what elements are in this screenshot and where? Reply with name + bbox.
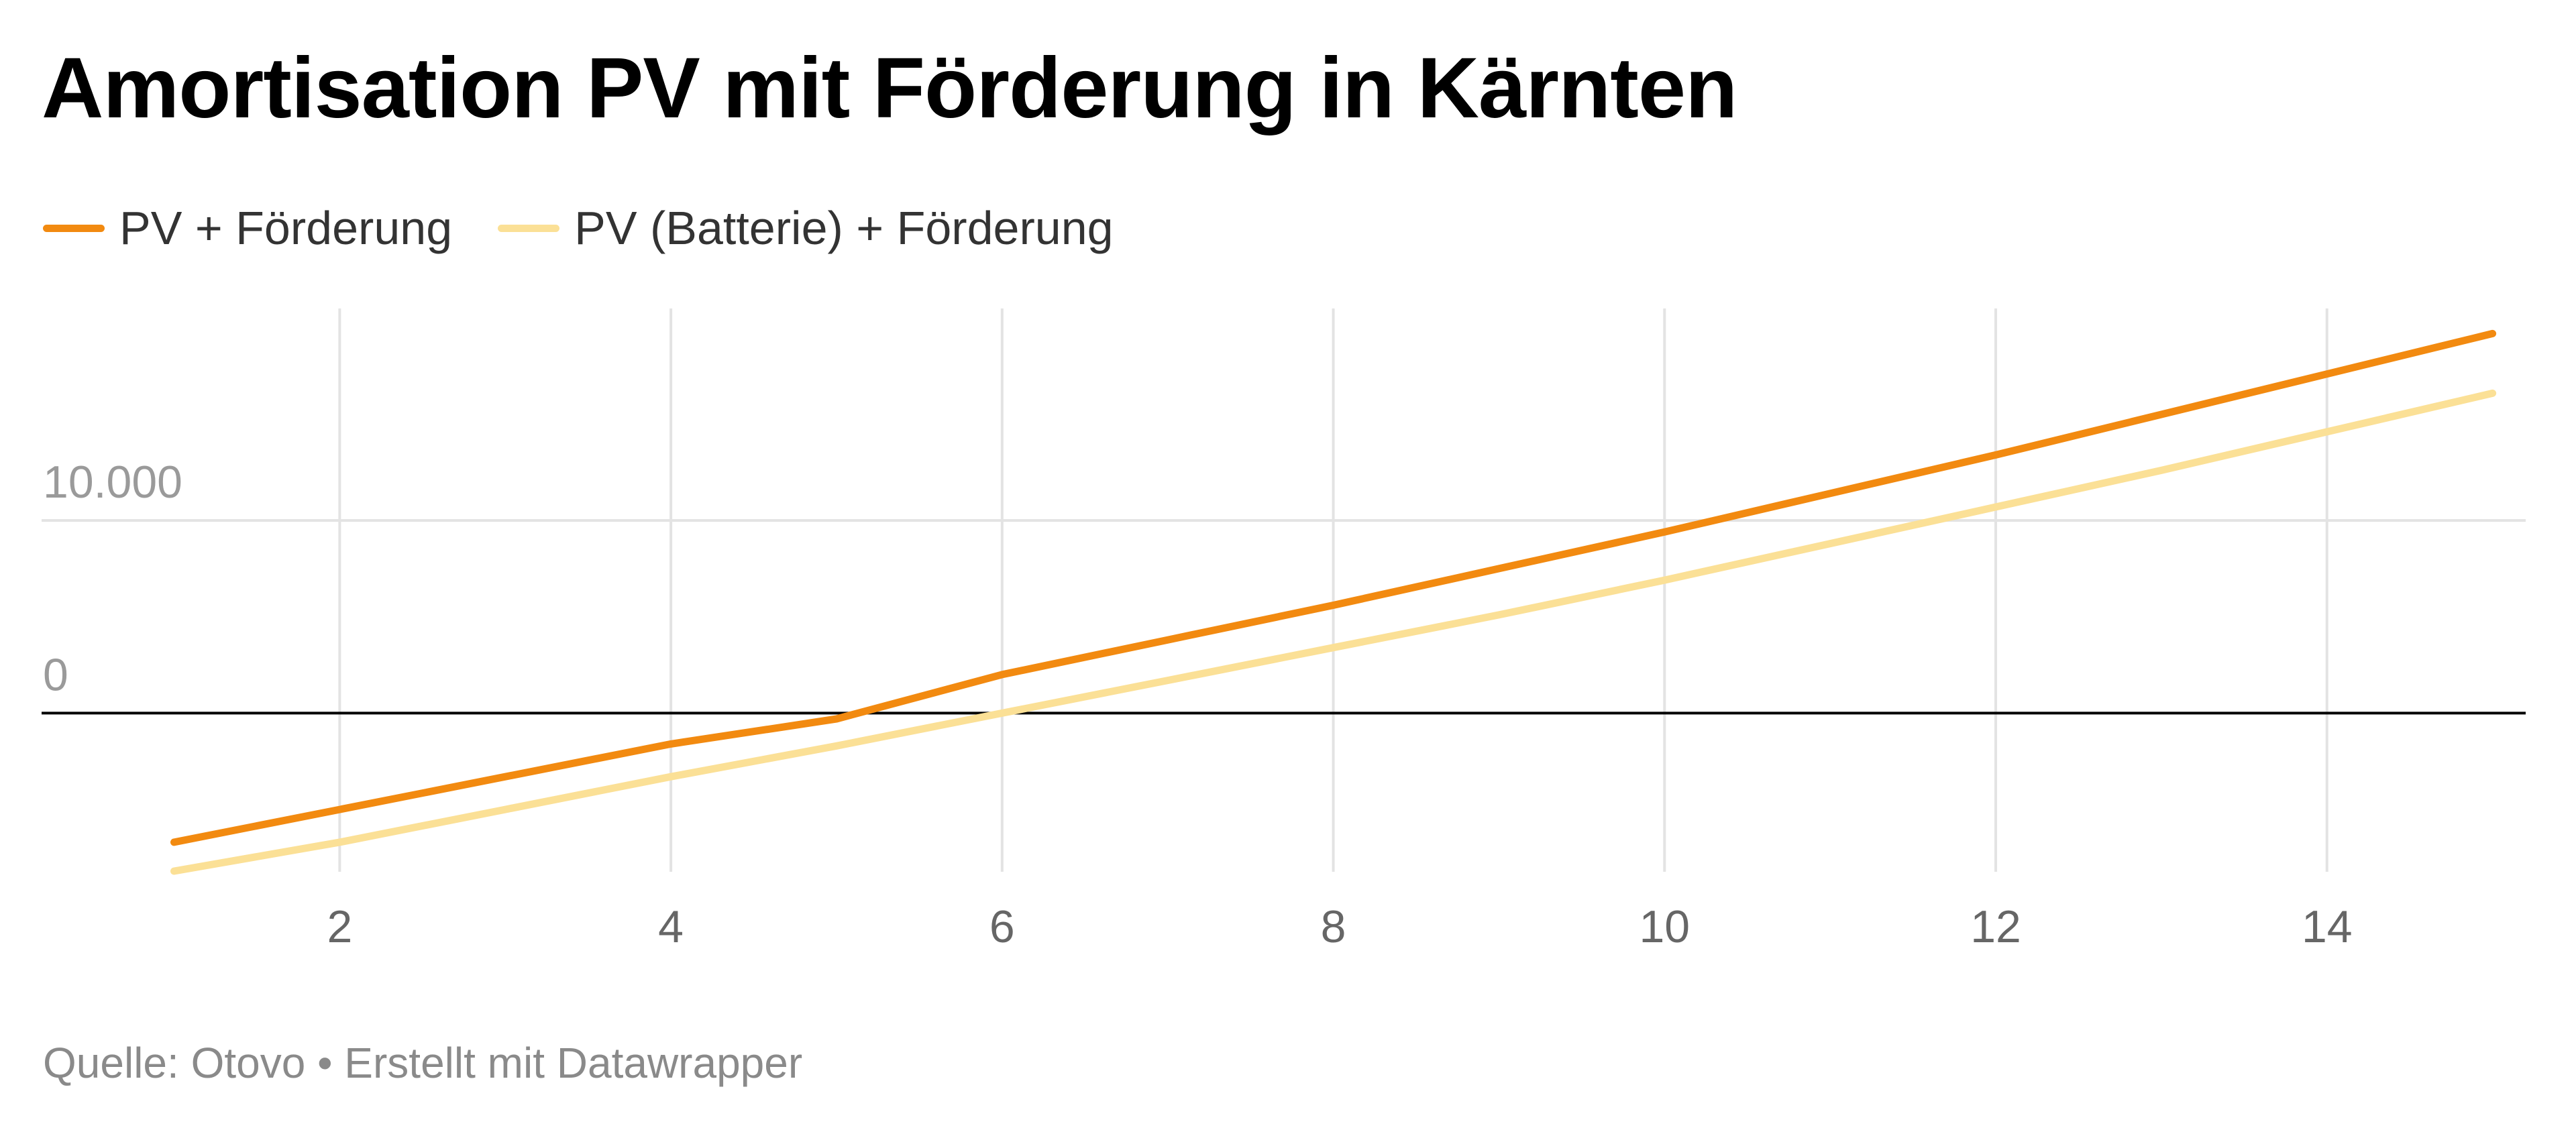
chart-legend: PV + Förderung PV (Batterie) + Förderung	[43, 201, 1159, 255]
legend-label-pv-batterie-foerderung: PV (Batterie) + Förderung	[574, 202, 1114, 254]
chart-title: Amortisation PV mit Förderung in Kärnten	[42, 40, 1737, 136]
x-tick-label: 14	[2302, 901, 2353, 952]
y-tick-label: 0	[43, 649, 68, 700]
x-tick-label: 2	[327, 901, 352, 952]
x-tick-label: 8	[1321, 901, 1346, 952]
x-tick-label: 12	[1970, 901, 2021, 952]
x-tick-label: 6	[989, 901, 1015, 952]
legend-item-pv-foerderung: PV + Förderung	[43, 201, 452, 255]
series-line-2	[170, 389, 2497, 875]
legend-label-pv-foerderung: PV + Förderung	[119, 202, 453, 254]
legend-swatch-pv-batterie-foerderung	[498, 224, 560, 232]
y-tick-label: 10.000	[43, 457, 182, 508]
source-note: Quelle: Otovo • Erstellt mit Datawrapper	[43, 1039, 803, 1087]
legend-item-pv-batterie-foerderung: PV (Batterie) + Förderung	[498, 201, 1114, 255]
x-tick-label: 4	[658, 901, 684, 952]
series-line-1	[170, 329, 2497, 846]
legend-swatch-pv-foerderung	[43, 224, 105, 232]
x-tick-label: 10	[1639, 901, 1690, 952]
